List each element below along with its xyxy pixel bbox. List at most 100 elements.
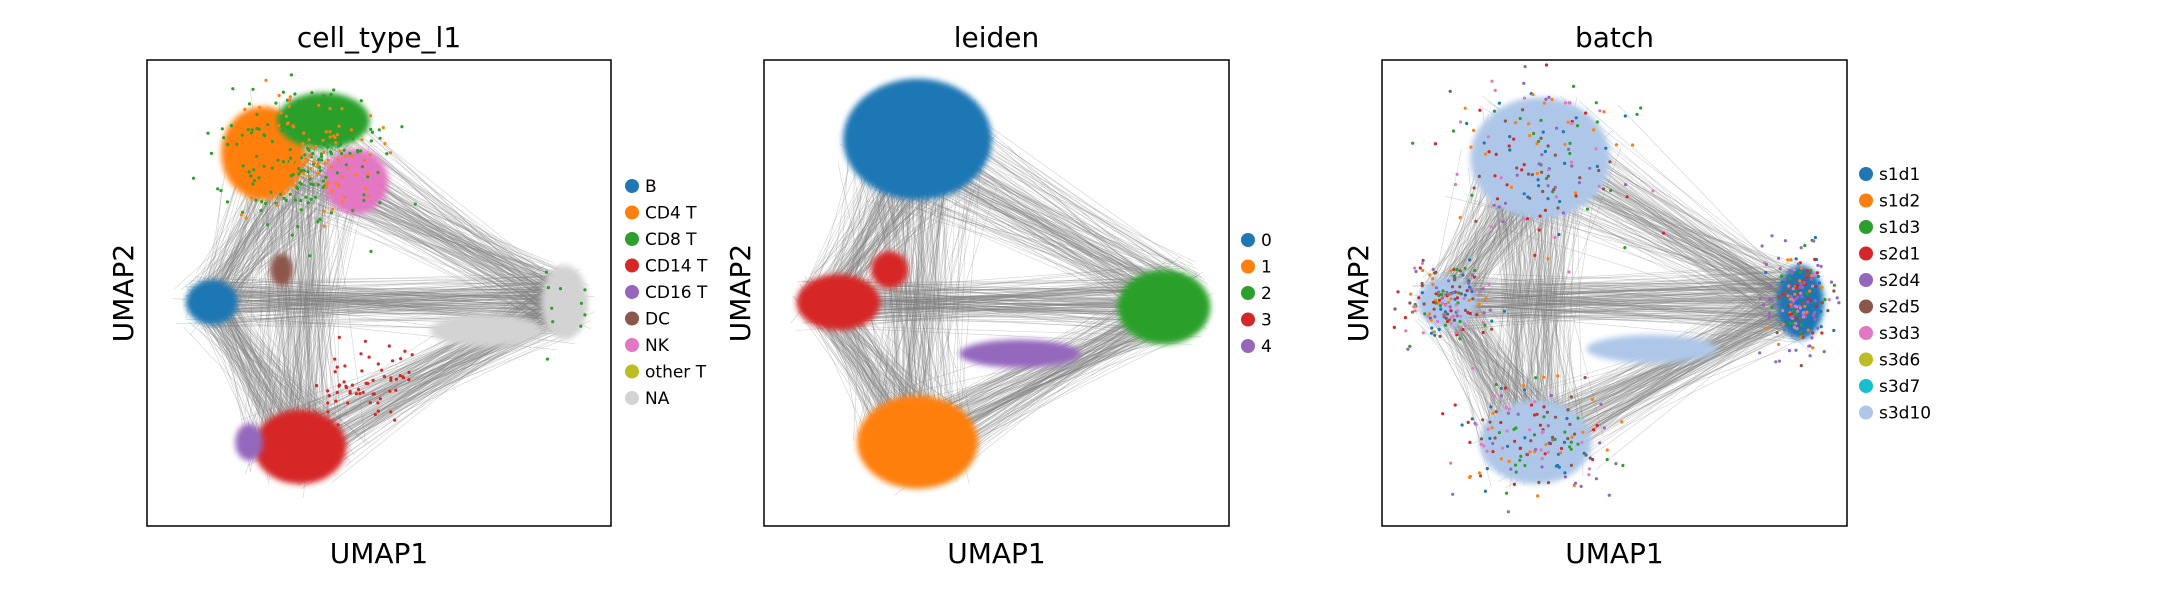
cell-point — [1393, 307, 1397, 311]
cell-point — [1584, 453, 1588, 457]
cell-point — [1442, 313, 1446, 317]
cell-point — [1766, 326, 1770, 330]
cell-point — [1459, 314, 1463, 318]
edge-line — [1421, 292, 1812, 307]
cell-point — [1791, 287, 1795, 291]
cell-point — [289, 165, 293, 170]
edge-line — [240, 297, 582, 315]
edge-line — [1617, 104, 1790, 284]
cell-point — [1587, 473, 1591, 477]
cell-point — [1526, 172, 1531, 176]
cell-point — [362, 158, 367, 162]
cell-point — [579, 301, 584, 305]
edge-line — [839, 304, 1166, 308]
edge-line — [1445, 299, 1817, 306]
cell-point — [1499, 176, 1503, 180]
legend-marker — [1859, 193, 1873, 208]
edge-line — [216, 309, 279, 434]
cell-point — [1466, 281, 1471, 285]
edge-line — [1610, 156, 1807, 291]
edge-line — [210, 290, 572, 308]
cell-point — [1406, 347, 1410, 351]
edge-line — [827, 281, 1179, 332]
edge-line — [1513, 221, 1537, 418]
cell-point — [1602, 426, 1606, 430]
edge-line — [1541, 304, 1805, 423]
edge-line — [301, 289, 570, 452]
cell-point — [1461, 327, 1465, 332]
cell-point — [394, 388, 398, 392]
edge-line — [356, 175, 556, 288]
edge-line — [306, 201, 575, 278]
edge-line — [353, 200, 568, 287]
cell-point — [276, 158, 280, 162]
edge-line — [926, 170, 951, 437]
edge-line — [827, 279, 1160, 319]
edge-line — [1446, 315, 1797, 318]
legend-item: s2d5 — [1859, 298, 1920, 318]
cell-point — [1563, 430, 1567, 434]
edge-line — [1542, 178, 1546, 423]
cell-point — [369, 249, 373, 253]
cell-point — [323, 143, 327, 147]
edge-line — [223, 158, 318, 321]
edge-line — [958, 325, 1179, 429]
legend-item: B — [625, 177, 657, 197]
edge-line — [1451, 287, 1819, 291]
cell-point — [1515, 166, 1519, 170]
cell-point — [314, 384, 319, 388]
cell-point — [1595, 120, 1599, 124]
cell-point — [360, 369, 364, 373]
cell-point — [1494, 410, 1498, 414]
cell-point — [1468, 440, 1472, 444]
edge-line — [307, 152, 319, 404]
edge-line — [249, 181, 316, 472]
cell-point — [216, 187, 220, 191]
edge-line — [822, 304, 1175, 316]
cell-point — [1569, 440, 1573, 444]
cell-point — [281, 90, 285, 94]
cell-point — [1392, 325, 1396, 329]
cell-point — [1451, 129, 1456, 133]
cell-point — [1800, 266, 1804, 270]
edge-line — [1559, 176, 1803, 333]
edge-line — [281, 289, 585, 415]
edge-line — [1436, 289, 1800, 304]
legend-label: 0 — [1261, 231, 1272, 251]
cell-point — [1471, 366, 1475, 370]
cell-point — [1832, 289, 1836, 293]
edge-line — [233, 163, 312, 283]
cell-point — [344, 163, 348, 167]
edge-line — [220, 295, 565, 297]
edge-line — [202, 287, 559, 290]
cell-point — [1469, 145, 1473, 149]
edge-line — [206, 301, 561, 323]
cell-point — [315, 164, 319, 168]
edge-line — [882, 161, 901, 434]
edge-line — [304, 287, 575, 452]
cell-point — [1801, 315, 1806, 319]
cell-point — [336, 423, 340, 427]
edge-line — [275, 328, 557, 432]
edge-line — [1470, 282, 1808, 290]
cell-point — [1432, 307, 1436, 311]
edge-line — [1591, 235, 1807, 289]
edge-line — [1448, 293, 1787, 319]
edge-line — [1459, 269, 1806, 298]
cell-point — [1408, 301, 1412, 305]
cell-point — [1528, 196, 1532, 200]
cell-point — [319, 106, 323, 110]
edge-line — [1437, 294, 1796, 318]
edge-line — [353, 130, 581, 301]
cell-point — [1505, 429, 1509, 433]
cell-point — [1590, 397, 1594, 401]
edge-line — [970, 122, 1180, 269]
cell-point — [1819, 264, 1823, 268]
cell-point — [1813, 299, 1817, 303]
legend-marker — [625, 391, 639, 405]
cell-point — [301, 171, 305, 175]
cell-point — [1539, 118, 1543, 122]
